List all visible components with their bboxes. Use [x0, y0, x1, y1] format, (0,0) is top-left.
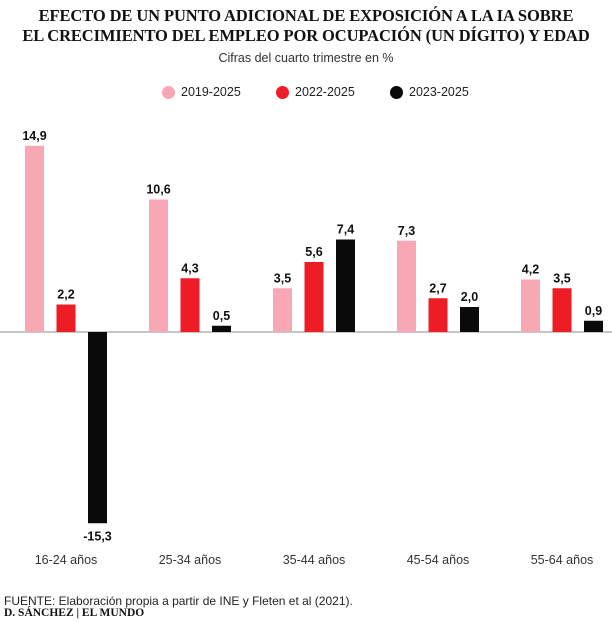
- data-label-2-1: 5,6: [305, 245, 322, 259]
- category-label-0: 16-24 años: [35, 553, 98, 567]
- legend-swatch-2019-2025: [162, 85, 175, 99]
- legend-swatch-2022-2025: [276, 85, 289, 99]
- data-label-0-2: -15,3: [83, 529, 112, 543]
- source-note: FUENTE: Elaboración propia a partir de I…: [4, 594, 353, 608]
- data-label-3-0: 7,3: [398, 224, 415, 238]
- category-label-4: 55-64 años: [531, 553, 594, 567]
- data-label-1-2: 0,5: [213, 309, 230, 323]
- data-label-2-2: 7,4: [337, 223, 354, 237]
- bar-4-1: [552, 288, 572, 332]
- bar-0-2: [88, 332, 107, 524]
- data-label-0-0: 14,9: [22, 129, 46, 143]
- bar-2-0: [273, 288, 292, 332]
- legend-item-2023-2025: 2023-2025: [390, 84, 469, 100]
- category-label-3: 45-54 años: [407, 553, 470, 567]
- bar-4-2: [584, 320, 603, 332]
- data-label-0-1: 2,2: [57, 288, 74, 302]
- legend-item-2022-2025: 2022-2025: [276, 84, 355, 100]
- credit-line: D. SÁNCHEZ | EL MUNDO: [4, 607, 145, 619]
- bar-3-0: [397, 240, 416, 332]
- data-label-4-0: 4,2: [522, 263, 539, 277]
- data-label-4-1: 3,5: [553, 271, 570, 285]
- legend-item-2019-2025: 2019-2025: [162, 84, 241, 100]
- chart-title: EFECTO DE UN PUNTO ADICIONAL DE EXPOSICI…: [0, 6, 612, 46]
- data-label-1-0: 10,6: [146, 183, 170, 197]
- data-label-2-0: 3,5: [274, 271, 291, 285]
- legend-label-2019-2025: 2019-2025: [181, 85, 241, 99]
- bar-1-2: [212, 325, 231, 332]
- bar-2-2: [336, 239, 355, 332]
- bar-0-0: [25, 145, 44, 332]
- category-label-1: 25-34 años: [159, 553, 222, 567]
- data-label-3-1: 2,7: [429, 281, 446, 295]
- bar-1-1: [180, 278, 200, 332]
- bar-1-0: [149, 199, 168, 332]
- chart-title-line-1: EFECTO DE UN PUNTO ADICIONAL DE EXPOSICI…: [38, 6, 574, 25]
- data-label-4-2: 0,9: [585, 304, 602, 318]
- legend-label-2022-2025: 2022-2025: [295, 85, 355, 99]
- bar-2-1: [304, 262, 324, 332]
- category-label-2: 35-44 años: [283, 553, 346, 567]
- data-label-3-2: 2,0: [461, 290, 478, 304]
- chart-subtitle: Cifras del cuarto trimestre en %: [218, 51, 394, 65]
- chart-title-line-2: EL CRECIMIENTO DEL EMPLEO POR OCUPACIÓN …: [22, 26, 590, 45]
- bar-4-0: [521, 279, 540, 332]
- bar-0-1: [56, 304, 76, 332]
- legend-label-2023-2025: 2023-2025: [409, 85, 469, 99]
- legend-swatch-2023-2025: [390, 85, 403, 99]
- bar-3-1: [428, 298, 448, 332]
- bar-chart: 14,9 2,2 -15,3 16-24 años 10,6 4,3 0,5 25-34 añ…: [0, 129, 612, 567]
- data-label-1-1: 4,3: [181, 261, 198, 275]
- bar-3-2: [460, 307, 479, 332]
